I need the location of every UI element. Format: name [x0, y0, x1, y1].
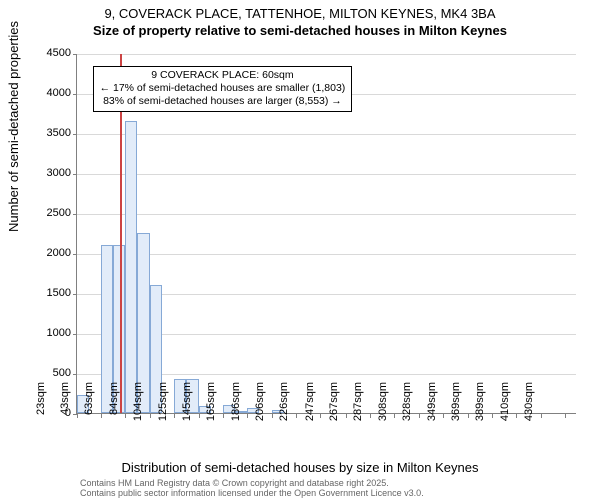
plot: 05001000150020002500300035004000450023sq… — [76, 54, 576, 414]
x-tick-mark — [223, 414, 224, 418]
title-line-1: 9, COVERACK PLACE, TATTENHOE, MILTON KEY… — [0, 6, 600, 21]
y-tick-mark — [73, 334, 77, 335]
x-tick-mark — [394, 414, 395, 418]
x-tick-mark — [320, 414, 321, 418]
x-tick-label: 389sqm — [474, 382, 486, 424]
x-tick-label: 145sqm — [181, 382, 193, 424]
x-tick-label: 206sqm — [254, 382, 266, 424]
x-tick-label: 430sqm — [523, 382, 535, 424]
y-tick-label: 2500 — [31, 207, 71, 219]
gridline-h — [77, 254, 576, 255]
y-tick-mark — [73, 374, 77, 375]
x-tick-mark — [443, 414, 444, 418]
y-tick-label: 500 — [31, 367, 71, 379]
y-tick-mark — [73, 134, 77, 135]
y-tick-label: 4500 — [31, 47, 71, 59]
y-tick-mark — [73, 294, 77, 295]
x-tick-label: 410sqm — [499, 382, 511, 424]
x-tick-mark — [272, 414, 273, 418]
x-tick-mark — [199, 414, 200, 418]
footer-line-1: Contains HM Land Registry data © Crown c… — [80, 478, 424, 488]
x-tick-label: 287sqm — [352, 382, 364, 424]
x-tick-label: 328sqm — [401, 382, 413, 424]
title-line-2: Size of property relative to semi-detach… — [0, 23, 600, 38]
x-tick-label: 84sqm — [108, 382, 120, 424]
x-tick-label: 63sqm — [83, 382, 95, 424]
gridline-h — [77, 214, 576, 215]
annotation-larger: 83% of semi-detached houses are larger (… — [100, 95, 346, 108]
x-tick-mark — [247, 414, 248, 418]
y-tick-mark — [73, 254, 77, 255]
annotation-smaller: ← 17% of semi-detached houses are smalle… — [100, 82, 346, 95]
y-tick-label: 3000 — [31, 167, 71, 179]
x-tick-mark — [174, 414, 175, 418]
y-tick-label: 3500 — [31, 127, 71, 139]
x-tick-label: 23sqm — [35, 382, 47, 424]
x-tick-label: 226sqm — [278, 382, 290, 424]
x-tick-label: 349sqm — [426, 382, 438, 424]
gridline-h — [77, 174, 576, 175]
gridline-h — [77, 134, 576, 135]
chart-area: 05001000150020002500300035004000450023sq… — [76, 54, 576, 414]
footer-attribution: Contains HM Land Registry data © Crown c… — [80, 478, 424, 499]
x-tick-label: 165sqm — [205, 382, 217, 424]
x-tick-mark — [492, 414, 493, 418]
y-tick-mark — [73, 94, 77, 95]
x-tick-mark — [77, 414, 78, 418]
footer-line-2: Contains public sector information licen… — [80, 488, 424, 498]
x-tick-label: 43sqm — [59, 382, 71, 424]
x-tick-mark — [101, 414, 102, 418]
y-tick-label: 4000 — [31, 87, 71, 99]
x-tick-mark — [296, 414, 297, 418]
x-tick-label: 308sqm — [377, 382, 389, 424]
x-tick-label: 247sqm — [304, 382, 316, 424]
y-tick-label: 1500 — [31, 287, 71, 299]
x-tick-label: 125sqm — [157, 382, 169, 424]
x-tick-label: 267sqm — [328, 382, 340, 424]
annotation-box: 9 COVERACK PLACE: 60sqm← 17% of semi-det… — [93, 66, 353, 112]
annotation-title: 9 COVERACK PLACE: 60sqm — [100, 69, 346, 82]
y-tick-mark — [73, 214, 77, 215]
x-axis-label: Distribution of semi-detached houses by … — [0, 460, 600, 475]
y-tick-label: 2000 — [31, 247, 71, 259]
x-tick-mark — [346, 414, 347, 418]
histogram-bar — [125, 121, 137, 413]
y-axis-label: Number of semi-detached properties — [6, 21, 21, 232]
x-tick-label: 369sqm — [450, 382, 462, 424]
x-tick-mark — [419, 414, 420, 418]
x-tick-mark — [565, 414, 566, 418]
y-tick-mark — [73, 174, 77, 175]
x-tick-mark — [516, 414, 517, 418]
y-tick-label: 1000 — [31, 327, 71, 339]
chart-title: 9, COVERACK PLACE, TATTENHOE, MILTON KEY… — [0, 0, 600, 38]
x-tick-label: 186sqm — [230, 382, 242, 424]
x-tick-mark — [150, 414, 151, 418]
x-tick-mark — [541, 414, 542, 418]
gridline-h — [77, 54, 576, 55]
y-tick-mark — [73, 54, 77, 55]
x-tick-mark — [370, 414, 371, 418]
x-tick-mark — [125, 414, 126, 418]
x-tick-label: 104sqm — [132, 382, 144, 424]
x-tick-mark — [468, 414, 469, 418]
